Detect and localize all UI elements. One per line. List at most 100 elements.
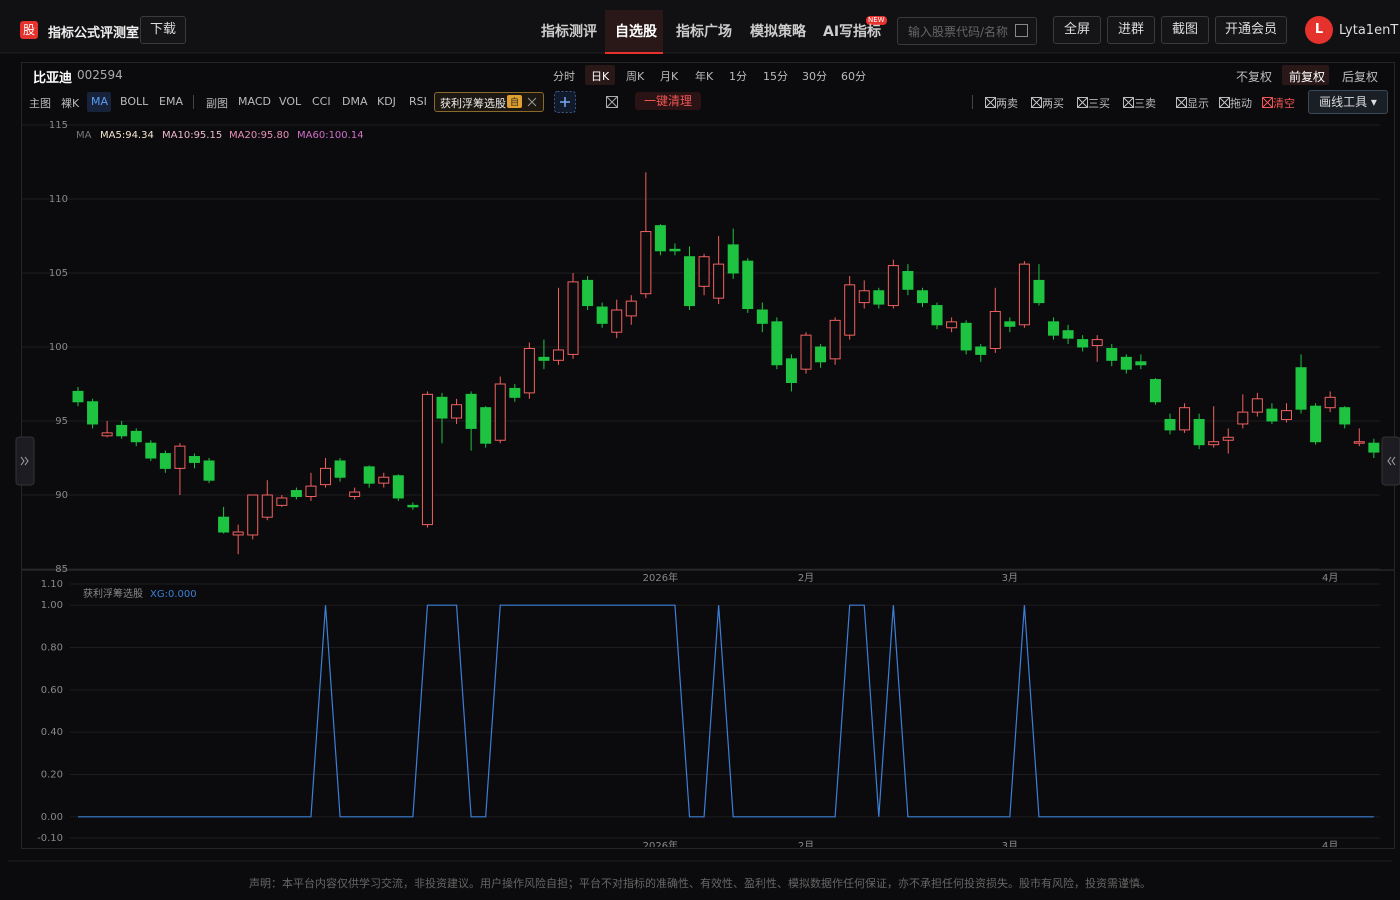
avatar[interactable]: L [1305, 16, 1333, 44]
username: Lyta1enT [1339, 23, 1399, 38]
candle-body [713, 263, 725, 299]
period-tab[interactable]: 30分 [802, 70, 827, 83]
candle-body [596, 306, 608, 324]
draw-tools-button[interactable]: 画线工具 ▾ [1308, 90, 1388, 114]
signal-label[interactable]: 清空 [1273, 97, 1295, 110]
custom-tag-text: 获利浮筹选股 [440, 97, 506, 110]
sub-indicator[interactable]: KDJ [377, 95, 396, 108]
main-indicator[interactable]: MA [91, 95, 109, 108]
candle-body [785, 358, 797, 384]
candle-body [145, 442, 157, 459]
adjust-tab[interactable]: 后复权 [1342, 70, 1379, 84]
checkbox[interactable] [985, 97, 996, 108]
candle-body [611, 309, 623, 333]
period-tab[interactable]: 日K [591, 70, 610, 83]
indicator-title: 获利浮筹选股 [83, 587, 143, 600]
period-tab[interactable]: 分时 [553, 70, 575, 83]
signal-label[interactable]: 两买 [1042, 97, 1064, 110]
y-tick-label: 110 [49, 194, 68, 205]
candle-body [931, 305, 943, 326]
checkbox[interactable] [1031, 97, 1042, 108]
legend-label: MA5:94.34 [100, 130, 154, 141]
candle-body [72, 390, 84, 403]
candle-body [1048, 321, 1060, 336]
divider [193, 95, 194, 109]
candle-body [742, 260, 754, 310]
signal-label[interactable]: 显示 [1187, 97, 1209, 110]
period-tab[interactable]: 1分 [729, 70, 747, 83]
indicator-legend: XG:0.000 [150, 589, 197, 600]
adjust-tab[interactable]: 前复权 [1289, 70, 1326, 84]
sub-indicator[interactable]: RSI [409, 95, 427, 108]
candle-body [1004, 321, 1016, 327]
signal-label[interactable]: 三买 [1088, 97, 1110, 110]
main-indicator[interactable]: 裸K [61, 97, 80, 110]
nav-item[interactable]: 指标广场 [676, 24, 732, 40]
candle-body [1208, 441, 1220, 446]
checkbox[interactable] [1262, 97, 1273, 108]
y-tick-label: 95 [55, 416, 68, 427]
checkbox[interactable] [1077, 97, 1088, 108]
y-tick-label: 0.60 [41, 685, 63, 696]
download-button[interactable]: 下载 [140, 16, 186, 44]
y-tick-label: 85 [55, 564, 68, 575]
x-tick-label: 2026年 [643, 571, 678, 584]
checkbox[interactable] [1219, 97, 1230, 108]
signal-label[interactable]: 拖动 [1230, 97, 1252, 110]
search-box[interactable]: 输入股票代码/名称 [897, 17, 1037, 45]
candle-body [1149, 379, 1161, 403]
period-tab[interactable]: 60分 [841, 70, 866, 83]
candle-body [1339, 407, 1351, 425]
nav-item[interactable]: AI写指标 [823, 24, 882, 40]
signal-label[interactable]: 两卖 [996, 97, 1018, 110]
signal-label[interactable]: 三卖 [1134, 97, 1156, 110]
period-tab[interactable]: 周K [626, 70, 645, 83]
candle-body [1193, 419, 1205, 446]
divider [972, 95, 973, 109]
box-icon[interactable] [606, 96, 618, 108]
right-toggle[interactable] [1381, 436, 1400, 486]
logo: 股 [20, 21, 38, 39]
candle-body [698, 256, 710, 287]
candle-body [625, 300, 637, 317]
close-icon[interactable] [527, 97, 537, 107]
header-button[interactable]: 全屏 [1053, 16, 1101, 44]
candle-body [654, 225, 666, 252]
nav-item[interactable]: 模拟策略 [750, 24, 806, 40]
header-button[interactable]: 截图 [1161, 16, 1209, 44]
candle-body [101, 432, 113, 437]
header-button[interactable]: 进群 [1107, 16, 1155, 44]
x-tick-label: 4月 [1322, 840, 1338, 852]
clear-all-button[interactable]: 一键清理 [635, 92, 701, 110]
sub-indicator[interactable]: VOL [279, 95, 302, 108]
candle-body [1033, 279, 1045, 304]
main-indicator[interactable]: BOLL [120, 95, 149, 108]
checkbox[interactable] [1176, 97, 1187, 108]
sub-indicator[interactable]: CCI [312, 95, 331, 108]
add-button[interactable] [554, 91, 576, 113]
x-tick-label: 3月 [1002, 840, 1018, 852]
adjust-tab[interactable]: 不复权 [1236, 70, 1273, 84]
sub-indicator[interactable]: MACD [238, 95, 271, 108]
period-tab[interactable]: 年K [695, 70, 714, 83]
left-toggle[interactable] [15, 436, 35, 486]
candle-body [771, 321, 783, 366]
main-indicator[interactable]: EMA [159, 95, 183, 108]
x-tick-label: 4月 [1322, 572, 1338, 584]
nav-item[interactable]: 自选股 [615, 24, 657, 40]
sub-indicator[interactable]: DMA [342, 95, 368, 108]
candle-body [582, 279, 594, 307]
period-tab[interactable]: 15分 [763, 70, 788, 83]
candle-body [247, 494, 259, 536]
stock-code: 002594 [77, 68, 123, 82]
nav-item[interactable]: 指标测评 [541, 24, 597, 40]
custom-tag[interactable]: 获利浮筹选股 自 [434, 92, 544, 112]
period-tab[interactable]: 月K [660, 70, 679, 83]
legend-label: MA10:95.15 [162, 130, 222, 141]
candle-body [1091, 339, 1103, 347]
y-tick-label: 105 [49, 268, 68, 279]
candle-body [276, 497, 288, 506]
checkbox[interactable] [1123, 97, 1134, 108]
header-button[interactable]: 开通会员 [1215, 16, 1287, 44]
